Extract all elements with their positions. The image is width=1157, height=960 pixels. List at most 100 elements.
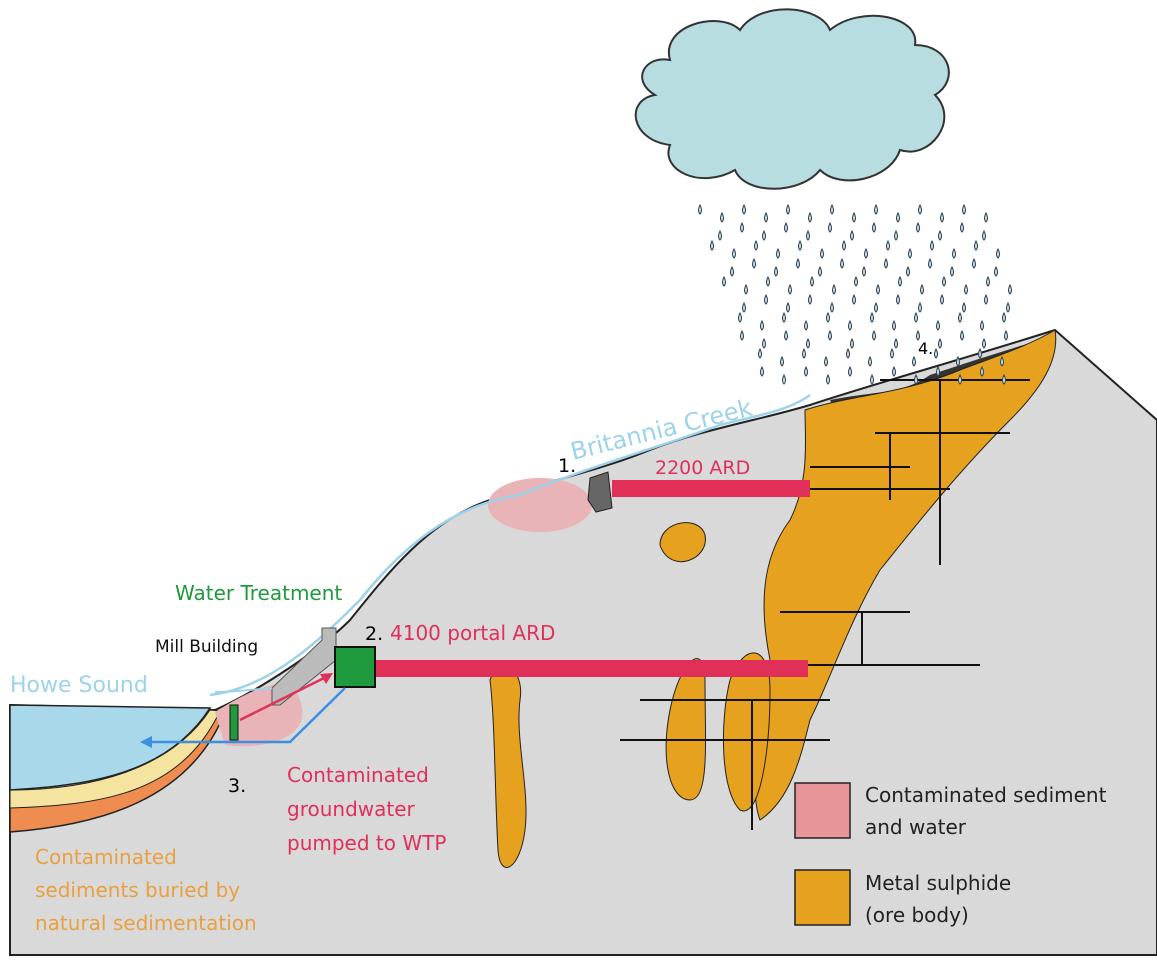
tunnel-2200 bbox=[612, 480, 810, 497]
mill-label: Mill Building bbox=[155, 637, 258, 657]
cloud bbox=[636, 9, 949, 188]
raindrop bbox=[985, 295, 988, 304]
raindrop bbox=[721, 213, 724, 222]
raindrop bbox=[755, 241, 758, 250]
raindrop bbox=[981, 367, 984, 376]
raindrop bbox=[939, 231, 942, 240]
raindrop bbox=[809, 213, 812, 222]
raindrop bbox=[893, 321, 896, 330]
tunnel-label: 2200 ARD bbox=[655, 457, 750, 479]
raindrop bbox=[959, 313, 962, 322]
raindrop bbox=[825, 357, 828, 366]
point-label: 2. bbox=[365, 623, 383, 645]
raindrop bbox=[963, 303, 966, 312]
raindrop bbox=[783, 375, 786, 384]
raindrop bbox=[1003, 375, 1006, 384]
label-line: sediments buried by bbox=[35, 878, 240, 902]
raindrop bbox=[897, 213, 900, 222]
raindrop bbox=[759, 349, 762, 358]
raindrop bbox=[787, 303, 790, 312]
raindrop bbox=[699, 205, 702, 214]
raindrop bbox=[761, 367, 764, 376]
label-line: and water bbox=[865, 815, 967, 839]
raindrop bbox=[865, 249, 868, 258]
raindrop bbox=[915, 313, 918, 322]
raindrop bbox=[843, 241, 846, 250]
raindrop bbox=[781, 357, 784, 366]
raindrop bbox=[983, 339, 986, 348]
raindrop bbox=[943, 277, 946, 286]
raindrop bbox=[975, 241, 978, 250]
well bbox=[230, 705, 238, 740]
label-line: Contaminated sediment bbox=[865, 783, 1107, 807]
raindrop bbox=[805, 367, 808, 376]
legend-swatch bbox=[795, 870, 850, 925]
raindrop bbox=[985, 213, 988, 222]
raindrop bbox=[819, 267, 822, 276]
raindrop bbox=[965, 285, 968, 294]
raindrop bbox=[895, 231, 898, 240]
label-line: natural sedimentation bbox=[35, 911, 257, 935]
raindrop bbox=[941, 295, 944, 304]
raindrop bbox=[957, 357, 960, 366]
raindrop bbox=[739, 313, 742, 322]
raindrop bbox=[979, 349, 982, 358]
point-label: 1. bbox=[558, 455, 576, 477]
raindrop bbox=[829, 223, 832, 232]
raindrop bbox=[763, 339, 766, 348]
raindrop bbox=[765, 213, 768, 222]
raindrop bbox=[921, 285, 924, 294]
tunnel-label: 4100 portal ARD bbox=[390, 621, 555, 645]
label-line: (ore body) bbox=[865, 903, 969, 927]
raindrop bbox=[891, 349, 894, 358]
raindrop bbox=[997, 249, 1000, 258]
raindrop bbox=[851, 231, 854, 240]
raindrop bbox=[973, 259, 976, 268]
raindrop bbox=[803, 349, 806, 358]
raindrop bbox=[887, 241, 890, 250]
label-line: pumped to WTP bbox=[287, 831, 446, 855]
raindrop bbox=[841, 259, 844, 268]
raindrop bbox=[877, 285, 880, 294]
raindrop bbox=[731, 267, 734, 276]
raindrop bbox=[995, 267, 998, 276]
raindrop bbox=[917, 223, 920, 232]
raindrop bbox=[873, 223, 876, 232]
raindrop bbox=[961, 331, 964, 340]
raindrop bbox=[799, 241, 802, 250]
raindrop bbox=[875, 205, 878, 214]
raindrop bbox=[851, 339, 854, 348]
raindrop bbox=[873, 331, 876, 340]
raindrop bbox=[1007, 303, 1010, 312]
wtp-label: Water Treatment bbox=[175, 581, 342, 605]
raindrop bbox=[763, 231, 766, 240]
raindrop bbox=[959, 375, 962, 384]
raindrop bbox=[983, 231, 986, 240]
raindrop bbox=[853, 295, 856, 304]
raindrop bbox=[789, 285, 792, 294]
raindrop bbox=[907, 267, 910, 276]
raindrop bbox=[961, 223, 964, 232]
raindrop bbox=[811, 277, 814, 286]
raindrop bbox=[805, 321, 808, 330]
raindrop bbox=[849, 321, 852, 330]
raindrop bbox=[919, 303, 922, 312]
raindrop bbox=[951, 267, 954, 276]
raindrop bbox=[871, 375, 874, 384]
raindrop bbox=[953, 249, 956, 258]
raindrop bbox=[807, 231, 810, 240]
raindrop bbox=[897, 295, 900, 304]
raindrop bbox=[853, 213, 856, 222]
howe-label: Howe Sound bbox=[10, 673, 148, 698]
raindrop bbox=[871, 313, 874, 322]
raindrop bbox=[937, 367, 940, 376]
raindrop bbox=[827, 375, 830, 384]
raindrop bbox=[821, 249, 824, 258]
water-treatment-plant bbox=[335, 647, 375, 687]
raindrop bbox=[893, 367, 896, 376]
raindrop bbox=[929, 259, 932, 268]
raindrop bbox=[807, 339, 810, 348]
raindrop bbox=[987, 277, 990, 286]
raindrop bbox=[761, 321, 764, 330]
raindrop bbox=[741, 223, 744, 232]
